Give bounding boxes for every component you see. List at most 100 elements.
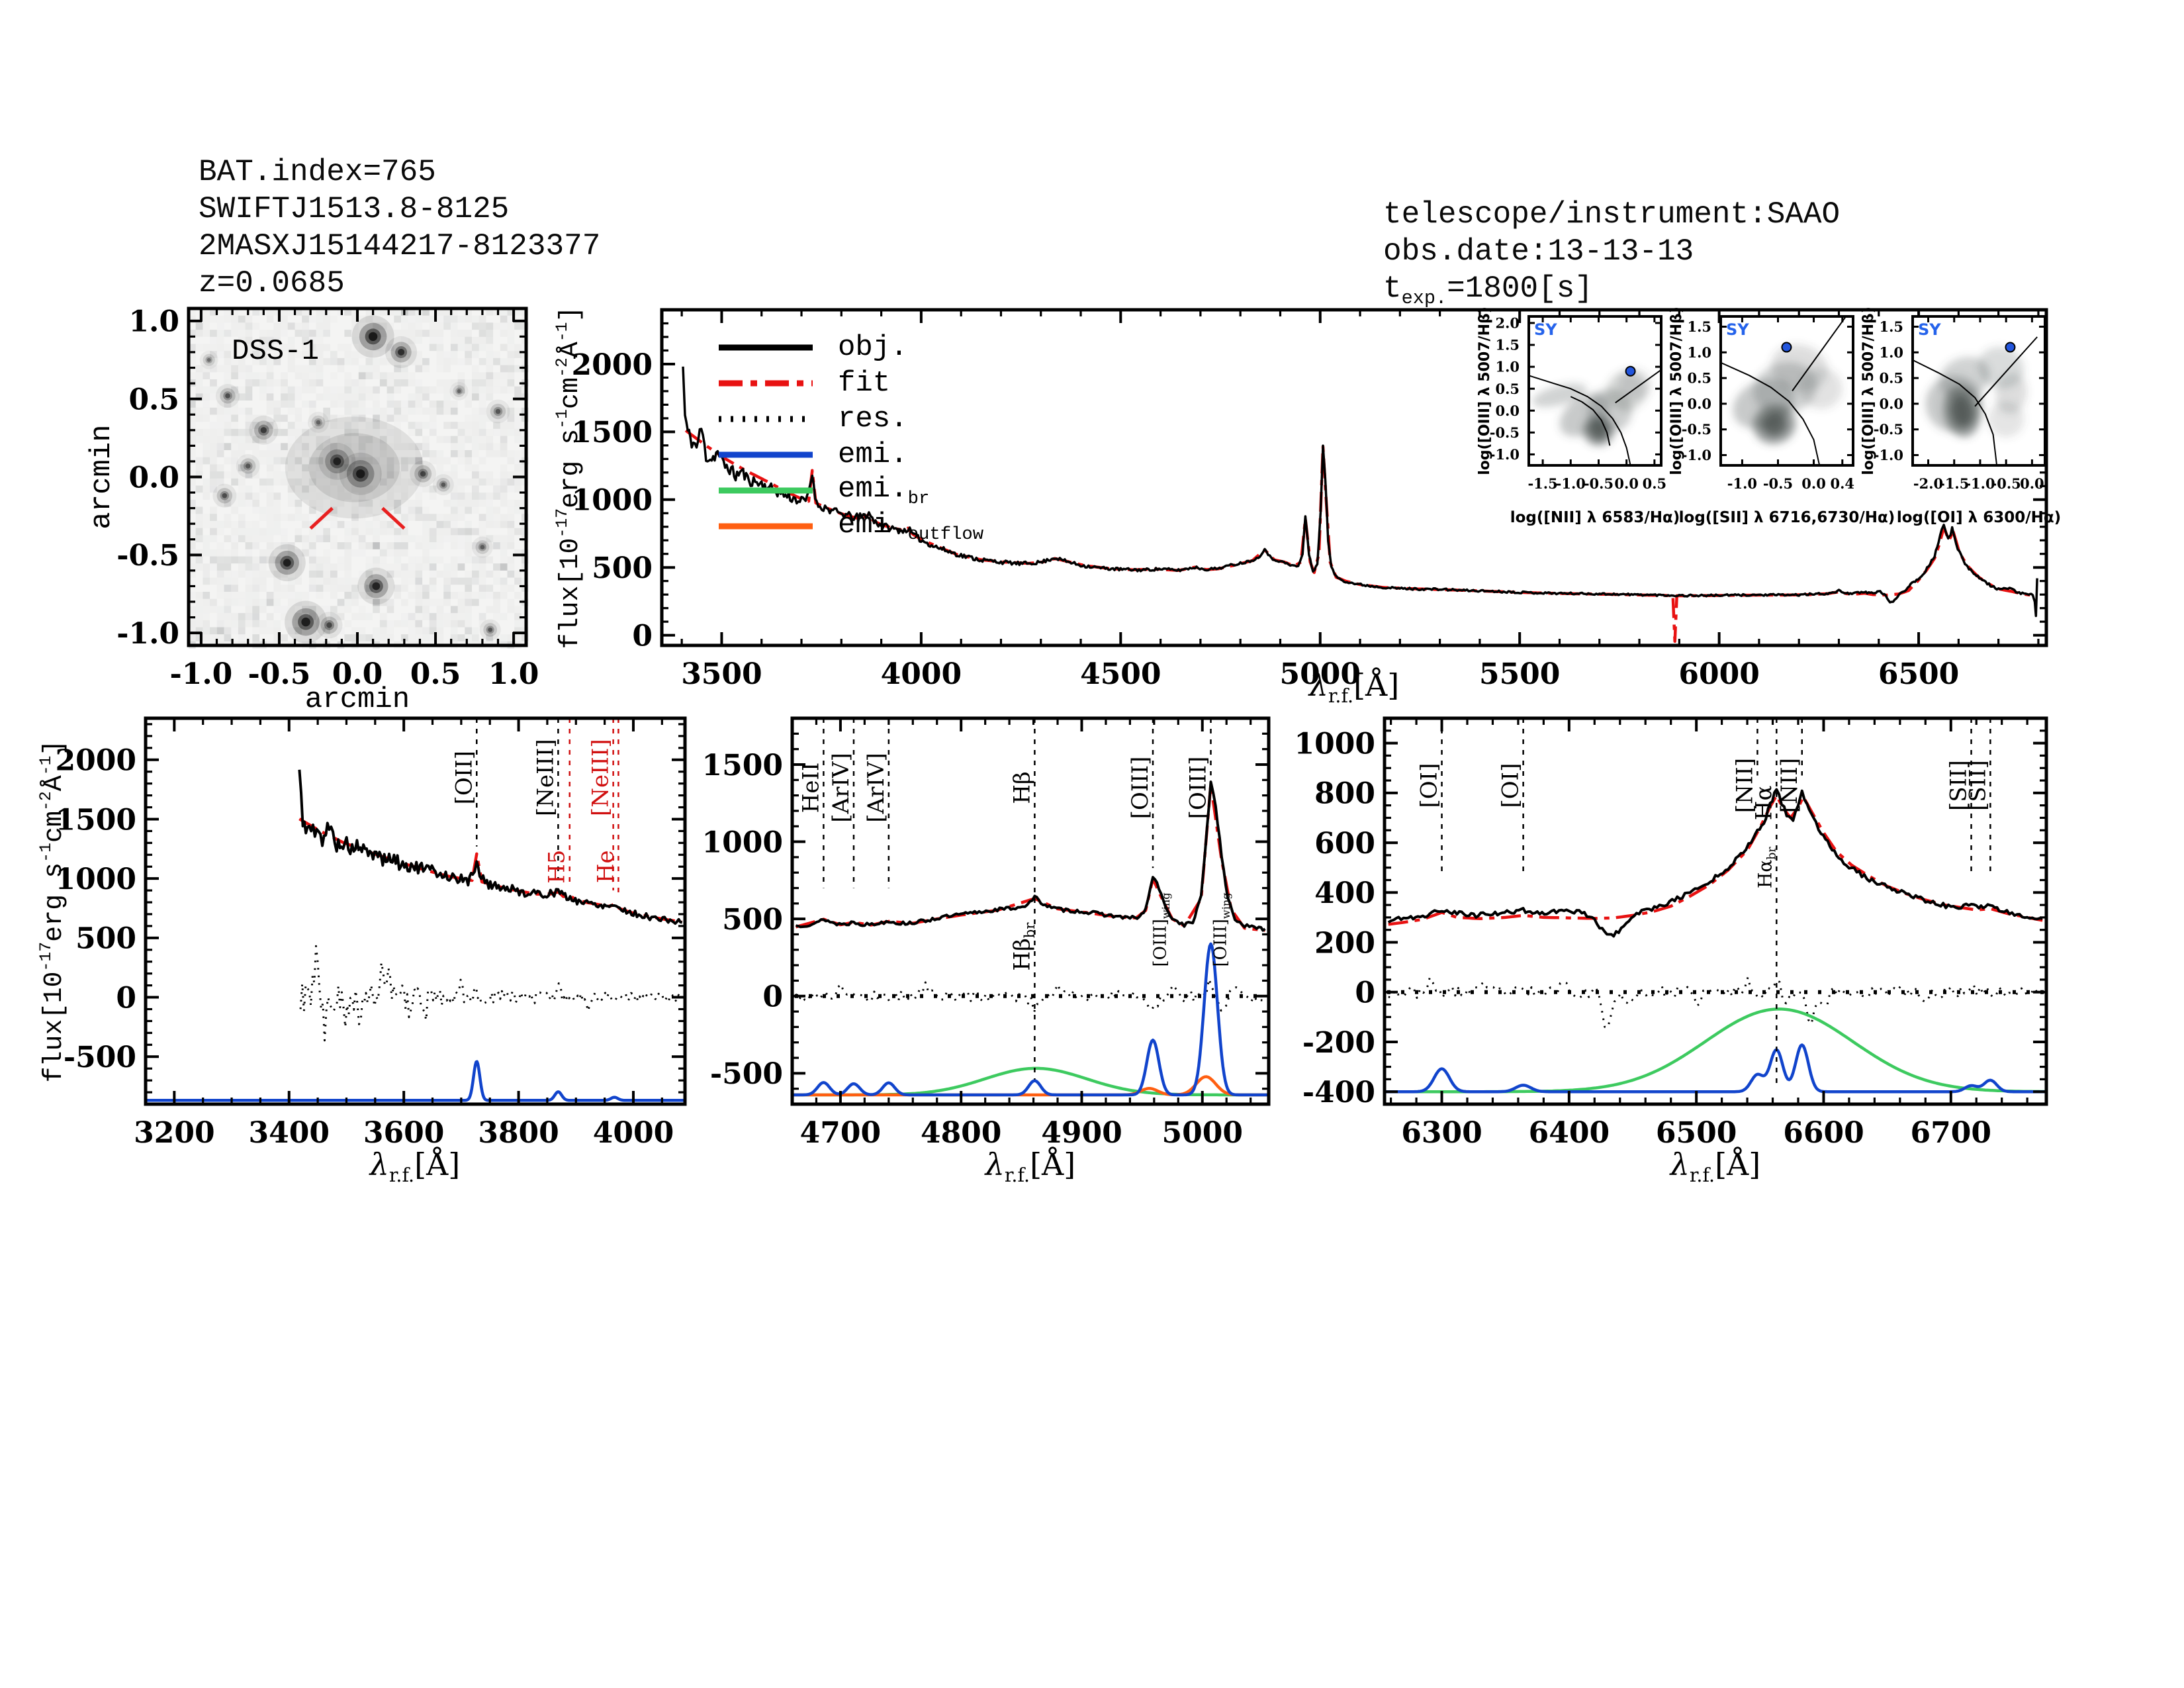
svg-text:1500: 1500 (572, 416, 653, 449)
observation-info-block: telescope/instrument:SAAO obs.date:13-13… (1383, 196, 1840, 317)
svg-text:-0.5: -0.5 (1874, 421, 1903, 438)
svg-text:4900: 4900 (1041, 1116, 1122, 1150)
svg-text:1.5: 1.5 (1687, 318, 1711, 335)
svg-text:1000: 1000 (56, 863, 136, 896)
zoom-hbeta-panel-y-tick-labels: -500 0 500 1000 1500 (702, 749, 783, 1091)
svg-text:6500: 6500 (1878, 657, 1959, 691)
obs-date: obs.date:13-13-13 (1383, 234, 1694, 269)
svg-text:-500: -500 (64, 1041, 136, 1074)
fit-series (684, 429, 2038, 643)
line-marker-label: [OIII] (1185, 757, 1212, 820)
line-marker-label: [NeIII] (588, 739, 614, 816)
2masx-name: 2MASXJ15144217-8123377 (199, 229, 601, 263)
bpt-nii: SY-1.5-1.0-0.5 0.0 0.52.01.51.00.50.0-0.5-… (1477, 306, 1680, 526)
bpt-oi-y-tick-labels: 1.5 1.0 0.5 0.0 -0.5 -1.0 (1874, 318, 1903, 463)
line-marker-label: [NII] (1776, 758, 1803, 813)
x-axis-title-oii: λr.f.[Å] (369, 1147, 461, 1187)
dss-image-panel: -1.0 -0.5 0.0 0.5 1.0 -1.0 -0.5 0.0 0.5 1.0 arcmin (85, 305, 539, 691)
x-axis-title-dss: arcmin (304, 683, 410, 716)
legend-label: fit (838, 367, 891, 400)
svg-text:0: 0 (632, 619, 653, 653)
line-marker-label: [NeIII] (532, 739, 559, 816)
fit-legend-sample (719, 380, 813, 387)
main-spectrum-y-axis-title: flux[10-17erg s-1cm-2Å-1] (553, 306, 586, 649)
obj-series (682, 366, 2038, 618)
bat-index: BAT.index=765 (199, 155, 436, 189)
target-bpt-point (2005, 342, 2016, 353)
classification-curves (1721, 316, 1847, 465)
bpt-oi-x-axis-title: log([OI] λ 6300/Hα) (1897, 509, 2061, 526)
svg-text:-500: -500 (710, 1057, 783, 1091)
svg-text:3200: 3200 (134, 1116, 214, 1150)
bpt-class-label: SY (1534, 320, 1557, 339)
svg-text:4800: 4800 (921, 1116, 1001, 1150)
bpt-nii-x-tick-labels: -1.5-1.0-0.5 0.0 0.5 (1527, 475, 1666, 492)
svg-text:3800: 3800 (478, 1116, 559, 1150)
legend-item: res. (716, 401, 983, 437)
line-marker-label: [SII] (1946, 760, 1972, 811)
x-axis-title-halpha: λr.f.[Å] (1670, 1147, 1761, 1187)
svg-text:6700: 6700 (1911, 1116, 1991, 1150)
legend-item: emi.outflow (716, 508, 983, 544)
bpt-nii-x-axis-title: log([NII] λ 6583/Hα) (1510, 509, 1680, 526)
line-marker-label: [ArIV] (828, 753, 854, 822)
svg-text:0: 0 (1355, 976, 1375, 1010)
svg-text:1.0: 1.0 (1879, 344, 1903, 361)
classification-curves (1913, 336, 2038, 465)
density-contours (1925, 347, 2027, 438)
legend-label: emi.br (838, 472, 930, 509)
svg-text:3500: 3500 (681, 657, 762, 691)
svg-text:0.5: 0.5 (1495, 381, 1520, 397)
bpt-class-label: SY (1726, 320, 1749, 339)
svg-text:-1.5: -1.5 (1527, 475, 1557, 492)
target-bpt-point (1781, 342, 1792, 353)
legend-item: fit (716, 365, 983, 401)
dss-image-label: DSS-1 (232, 335, 320, 368)
svg-text:0.4: 0.4 (1831, 475, 1855, 492)
svg-text:6600: 6600 (1783, 1116, 1864, 1150)
bpt-oi-x-tick-labels: -2.0-1.5-1.0-0.50.0 (1913, 475, 2044, 492)
svg-text:-0.5: -0.5 (1682, 421, 1711, 438)
legend-item: obj. (716, 330, 983, 365)
svg-text:1000: 1000 (572, 484, 653, 518)
svg-text:0.0: 0.0 (332, 657, 383, 691)
line-marker-label: Hβ (1009, 771, 1035, 804)
line-marker-label: [OII] (451, 751, 477, 804)
svg-text:-400: -400 (1302, 1076, 1375, 1109)
svg-text:-200: -200 (1302, 1026, 1375, 1060)
zoom-halpha-panel: [OI] [OI] [NII]Hα Hαbr [NII] [SII][SII] 6300 64… (1295, 716, 2048, 1150)
svg-text:2000: 2000 (56, 744, 136, 778)
svg-text:0.0: 0.0 (1614, 475, 1639, 492)
svg-text:5000: 5000 (1280, 657, 1361, 691)
svg-text:1.5: 1.5 (1495, 337, 1520, 353)
bpt-sii: SY-1.0 -0.5 0.0 0.41.51.00.50.0-0.5-1.0log(… (1668, 306, 1895, 526)
target-bpt-point (1625, 365, 1636, 377)
svg-text:500: 500 (592, 551, 653, 585)
zoom-oii-panel-y-tick-labels: -500 0 500 1000 1500 2000 (56, 744, 136, 1074)
obj-legend-sample (719, 344, 813, 351)
svg-text:2.0: 2.0 (1495, 314, 1520, 331)
svg-text:1000: 1000 (1295, 727, 1375, 761)
line-marker-label: [OI] (1498, 763, 1524, 808)
target-pointer-tick (309, 506, 334, 530)
x-axis-title-hbeta: λr.f.[Å] (985, 1147, 1076, 1187)
line-marker-label: H5 (544, 850, 570, 884)
svg-text:1.0: 1.0 (128, 305, 179, 339)
svg-text:-1.0: -1.0 (1490, 446, 1520, 463)
legend-item: emi.br (716, 473, 983, 508)
svg-text:400: 400 (1314, 876, 1375, 910)
svg-text:1.0: 1.0 (488, 657, 539, 691)
svg-text:-0.5: -0.5 (1584, 475, 1614, 492)
svg-text:500: 500 (75, 922, 136, 956)
bpt-sii-x-axis-title: log([SII] λ 6716,6730/Hα) (1679, 509, 1895, 526)
svg-text:-1.0: -1.0 (116, 617, 179, 651)
svg-text:1500: 1500 (56, 803, 136, 837)
svg-text:-0.5: -0.5 (248, 657, 311, 691)
emi-series (1384, 1043, 2047, 1094)
bpt-sii-x-tick-labels: -1.0 -0.5 0.0 0.4 (1727, 475, 1854, 492)
svg-text:6300: 6300 (1401, 1116, 1482, 1150)
zoom-oii-panel: [OII] [NeIII] H5 [NeIII] He 3200 3400 3600 3800 4… (37, 716, 687, 1150)
telescope-instrument: telescope/instrument:SAAO (1383, 197, 1841, 232)
dss-noise (189, 308, 529, 649)
